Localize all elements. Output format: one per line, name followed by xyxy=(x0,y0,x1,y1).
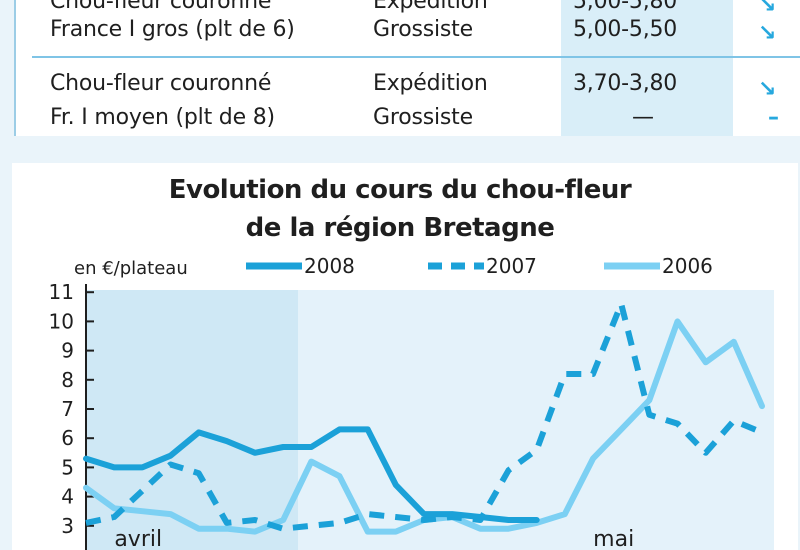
market-cell: Grossiste xyxy=(373,17,473,42)
price-cell: 5,00-5,80 xyxy=(573,0,678,14)
row-divider xyxy=(32,56,800,58)
price-cell: 3,70-3,80 xyxy=(573,71,678,96)
market-cell: Grossiste xyxy=(373,105,473,130)
price-cell: 5,00-5,50 xyxy=(573,17,678,42)
price-table: Chou-fleur couronné Expédition 5,00-5,80… xyxy=(14,0,800,136)
trend-down-icon: ↘ xyxy=(758,0,777,18)
price-cell: — xyxy=(632,105,654,130)
trend-flat-icon: – xyxy=(768,105,779,130)
market-cell: Expédition xyxy=(373,71,488,96)
product-cell: Chou-fleur couronné xyxy=(50,0,272,14)
product-cell: Chou-fleur couronné xyxy=(50,71,272,96)
product-cell: Fr. I moyen (plt de 8) xyxy=(50,105,275,130)
price-column-band xyxy=(561,0,733,136)
chart-subtitle: de la région Bretagne xyxy=(245,213,555,243)
trend-down-icon: ↘ xyxy=(758,21,777,46)
market-cell: Expédition xyxy=(373,0,488,14)
chart-title: Evolution du cours du chou-fleur xyxy=(168,175,632,205)
product-cell: France I gros (plt de 6) xyxy=(50,17,295,42)
trend-down-icon: ↘ xyxy=(758,77,777,102)
